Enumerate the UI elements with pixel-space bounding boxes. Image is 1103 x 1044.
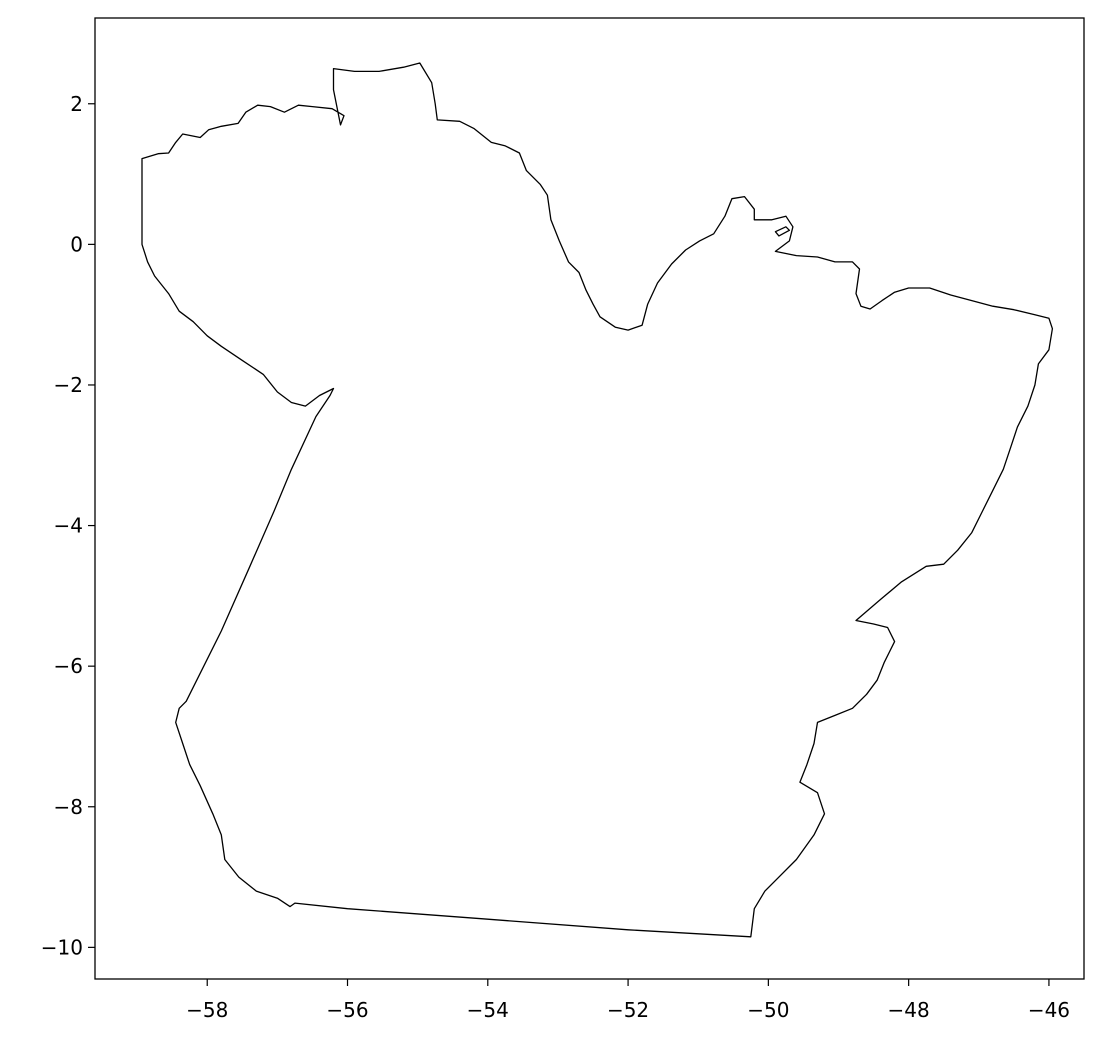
y-tick-label: −8 bbox=[54, 795, 83, 819]
x-tick-label: −52 bbox=[607, 998, 649, 1022]
y-tick-label: −4 bbox=[54, 514, 83, 538]
x-tick-label: −56 bbox=[326, 998, 368, 1022]
y-tick-label: −6 bbox=[54, 654, 83, 678]
y-tick-label: −10 bbox=[41, 935, 83, 959]
y-tick-label: 0 bbox=[70, 232, 83, 256]
x-tick-label: −54 bbox=[467, 998, 509, 1022]
x-tick-label: −48 bbox=[888, 998, 930, 1022]
y-tick-label: −2 bbox=[54, 373, 83, 397]
island-outline bbox=[774, 226, 791, 237]
region-outline bbox=[141, 62, 1054, 938]
x-tick-label: −46 bbox=[1028, 998, 1070, 1022]
plot-area bbox=[141, 62, 1054, 938]
x-tick-label: −50 bbox=[747, 998, 789, 1022]
x-tick-label: −58 bbox=[186, 998, 228, 1022]
x-axis: −58 −56 −54 −52 −50 −48 −46 bbox=[186, 979, 1070, 1022]
axes-frame bbox=[94, 17, 1085, 980]
y-axis: 2 0 −2 −4 −6 −8 −10 bbox=[41, 92, 95, 959]
y-tick-label: 2 bbox=[70, 92, 83, 116]
